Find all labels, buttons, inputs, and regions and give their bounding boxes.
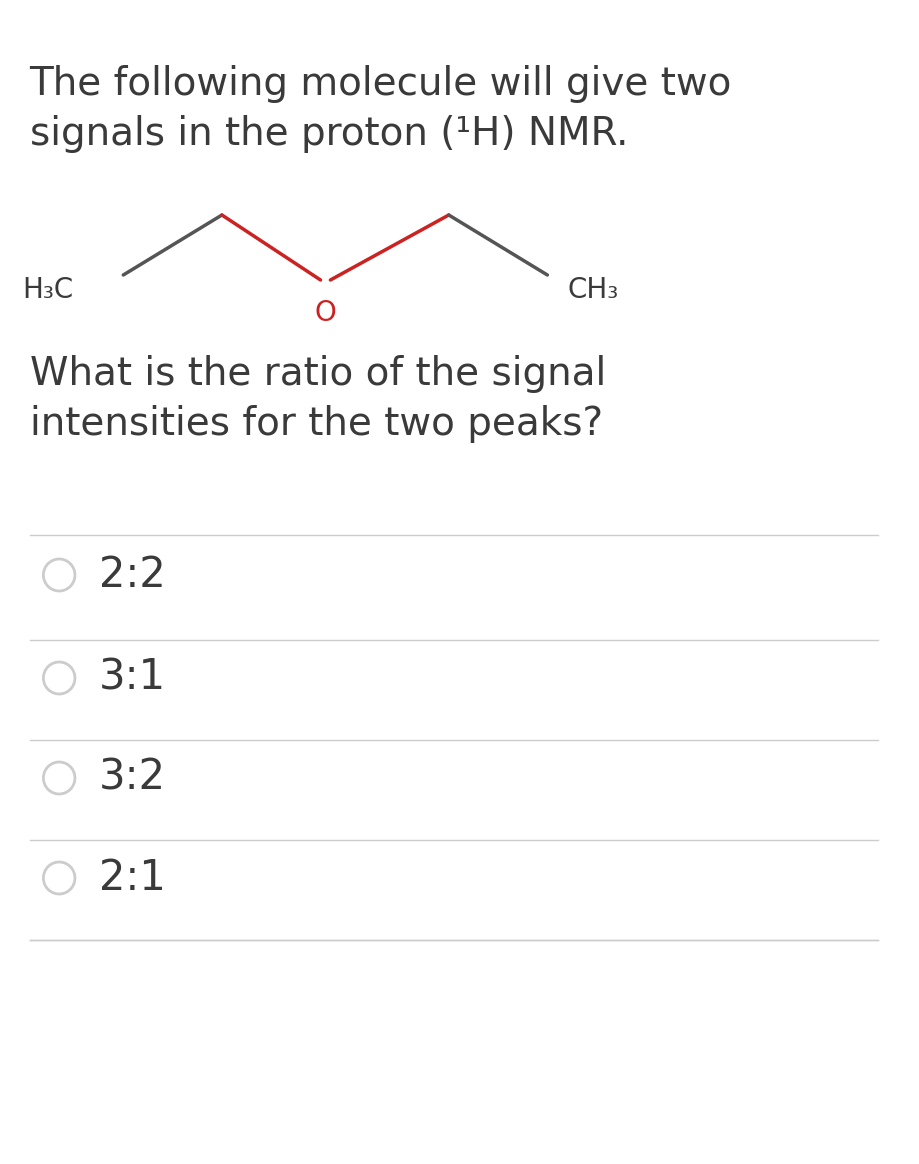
Text: H₃C: H₃C (23, 276, 74, 304)
Text: signals in the proton (¹H) NMR.: signals in the proton (¹H) NMR. (29, 115, 628, 152)
Text: The following molecule will give two: The following molecule will give two (29, 65, 732, 102)
Text: What is the ratio of the signal: What is the ratio of the signal (29, 355, 606, 393)
Text: 2:2: 2:2 (98, 554, 165, 596)
Text: 3:1: 3:1 (98, 656, 165, 700)
Text: CH₃: CH₃ (566, 276, 618, 304)
Text: intensities for the two peaks?: intensities for the two peaks? (29, 405, 602, 443)
Text: O: O (314, 299, 336, 327)
Text: 3:2: 3:2 (98, 757, 165, 799)
Text: 2:1: 2:1 (98, 857, 165, 899)
